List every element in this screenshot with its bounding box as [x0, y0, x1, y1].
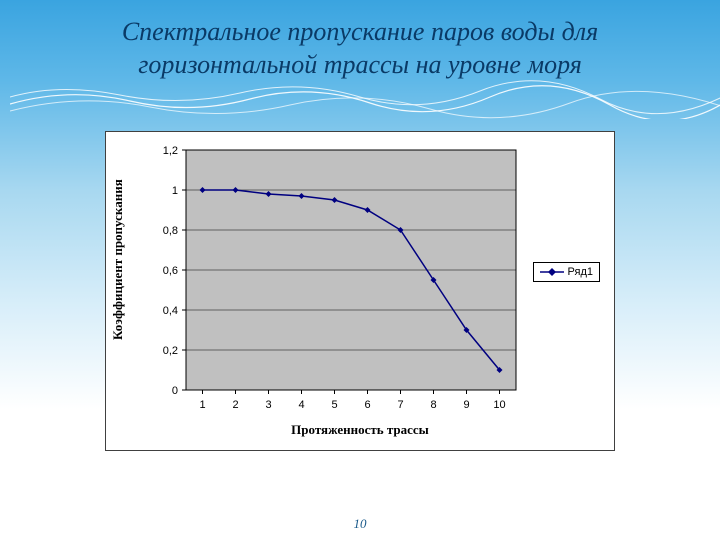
- slide-number: 10: [0, 516, 720, 532]
- title-box: Спектральное пропускание паров воды для …: [10, 6, 710, 111]
- svg-text:6: 6: [364, 399, 370, 411]
- svg-text:8: 8: [430, 399, 436, 411]
- legend-label: Ряд1: [568, 266, 593, 278]
- svg-text:1,2: 1,2: [163, 145, 178, 157]
- svg-text:5: 5: [331, 399, 337, 411]
- chart-legend: Ряд1: [533, 262, 600, 282]
- svg-text:9: 9: [463, 399, 469, 411]
- svg-text:7: 7: [397, 399, 403, 411]
- svg-text:0,4: 0,4: [163, 305, 178, 317]
- chart-card: 0 0,2 0,4 0,6 0,8 1 1,2 1 2 3 4 5 6 7 8 9 10 Коэффициент …: [105, 131, 615, 451]
- slide-title: Спектральное пропускание паров воды для …: [30, 16, 690, 81]
- svg-text:2: 2: [232, 399, 238, 411]
- svg-text:1: 1: [172, 185, 178, 197]
- y-axis-title: Коэффициент пропускания: [110, 179, 126, 340]
- svg-text:4: 4: [298, 399, 304, 411]
- svg-text:0,2: 0,2: [163, 345, 178, 357]
- wave-decoration: [10, 79, 720, 119]
- svg-text:0: 0: [172, 385, 178, 397]
- x-axis-title: Протяженность трассы: [106, 422, 614, 438]
- svg-text:0,6: 0,6: [163, 265, 178, 277]
- svg-text:10: 10: [493, 399, 505, 411]
- svg-text:0,8: 0,8: [163, 225, 178, 237]
- svg-text:1: 1: [199, 399, 205, 411]
- svg-text:3: 3: [265, 399, 271, 411]
- chart-svg: 0 0,2 0,4 0,6 0,8 1 1,2 1 2 3 4 5 6 7 8 9 10: [106, 132, 616, 452]
